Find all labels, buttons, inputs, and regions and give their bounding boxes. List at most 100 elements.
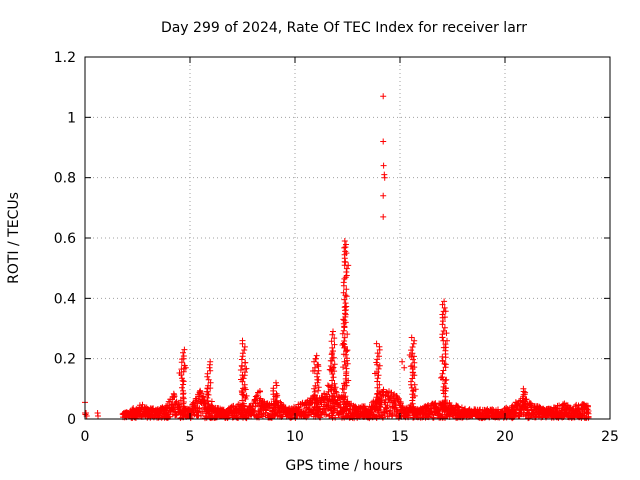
data-point [83, 410, 89, 416]
data-point [380, 192, 387, 199]
data-point [439, 353, 446, 360]
data-point [342, 311, 349, 318]
data-point [241, 372, 248, 379]
data-point [95, 413, 101, 419]
data-point [310, 368, 316, 374]
data-point [374, 350, 381, 357]
data-point [178, 366, 185, 373]
data-point [444, 337, 450, 344]
data-point [409, 397, 416, 404]
data-point [200, 393, 207, 400]
data-point [315, 377, 322, 383]
data-point [443, 330, 450, 337]
data-point [447, 411, 453, 418]
data-point [495, 406, 501, 413]
data-point [343, 269, 350, 275]
data-point [257, 395, 264, 402]
data-point [408, 334, 415, 341]
data-point [343, 400, 350, 407]
data-point [411, 364, 418, 371]
data-point [304, 412, 311, 419]
data-point [273, 382, 280, 389]
data-point [241, 343, 248, 350]
data-point [443, 376, 450, 383]
data-point [315, 384, 322, 391]
data-point [273, 399, 280, 406]
data-point [237, 367, 244, 373]
data-point [224, 415, 231, 421]
data-point [239, 389, 245, 396]
data-point [343, 293, 350, 300]
data-point [329, 344, 336, 351]
data-point [238, 376, 244, 383]
data-point [380, 93, 387, 100]
data-point [180, 355, 187, 362]
data-point [585, 410, 592, 417]
data-point [180, 406, 186, 413]
data-point [441, 298, 448, 305]
y-tick-label: 0.2 [54, 352, 76, 368]
y-axis-label: ROTI / TECUs [6, 192, 22, 284]
data-point [383, 405, 390, 412]
data-point [202, 400, 209, 407]
data-point [273, 379, 279, 386]
data-point [411, 381, 418, 388]
data-point [238, 356, 245, 363]
data-point [331, 361, 338, 368]
data-point [340, 351, 347, 358]
data-point [373, 340, 380, 347]
data-point [373, 394, 380, 401]
data-point [326, 366, 333, 373]
data-point [341, 406, 348, 413]
data-point [205, 376, 212, 383]
data-point [328, 404, 335, 410]
data-point [374, 384, 381, 391]
data-point [441, 304, 448, 311]
data-point [343, 357, 350, 364]
data-point [327, 363, 334, 369]
data-point [409, 344, 416, 350]
data-point [442, 400, 449, 407]
data-point [329, 331, 336, 338]
data-point [242, 386, 249, 393]
data-point [273, 408, 280, 415]
data-point [384, 402, 391, 409]
data-point [428, 408, 435, 415]
data-point [242, 396, 249, 402]
x-tick-label: 10 [286, 429, 304, 445]
data-point [442, 361, 449, 368]
data-point [330, 348, 336, 354]
x-tick-label: 0 [81, 429, 90, 445]
grid-layer [85, 57, 610, 419]
data-point [344, 347, 351, 354]
data-point [441, 380, 448, 387]
data-point [441, 314, 448, 321]
data-point [313, 352, 320, 359]
data-point [132, 415, 139, 421]
data-point [442, 393, 449, 400]
data-point [387, 407, 394, 414]
data-point [139, 401, 146, 408]
y-tick-label: 0.4 [54, 291, 76, 307]
data-point [374, 375, 381, 382]
data-point [315, 361, 322, 368]
data-point [340, 316, 347, 323]
data-point [179, 377, 186, 384]
data-point [374, 356, 381, 363]
data-point [329, 410, 336, 417]
data-point [376, 381, 383, 388]
data-point [441, 324, 448, 331]
data-point [374, 390, 381, 397]
data-point [239, 337, 246, 344]
data-point [341, 244, 348, 251]
data-point [329, 392, 335, 399]
data-point [343, 265, 350, 272]
data-point [208, 398, 215, 405]
data-point [332, 414, 339, 421]
data-point [181, 346, 188, 353]
data-point [241, 381, 248, 388]
data-point [409, 409, 416, 415]
data-point [372, 370, 378, 377]
data-point [196, 405, 203, 412]
